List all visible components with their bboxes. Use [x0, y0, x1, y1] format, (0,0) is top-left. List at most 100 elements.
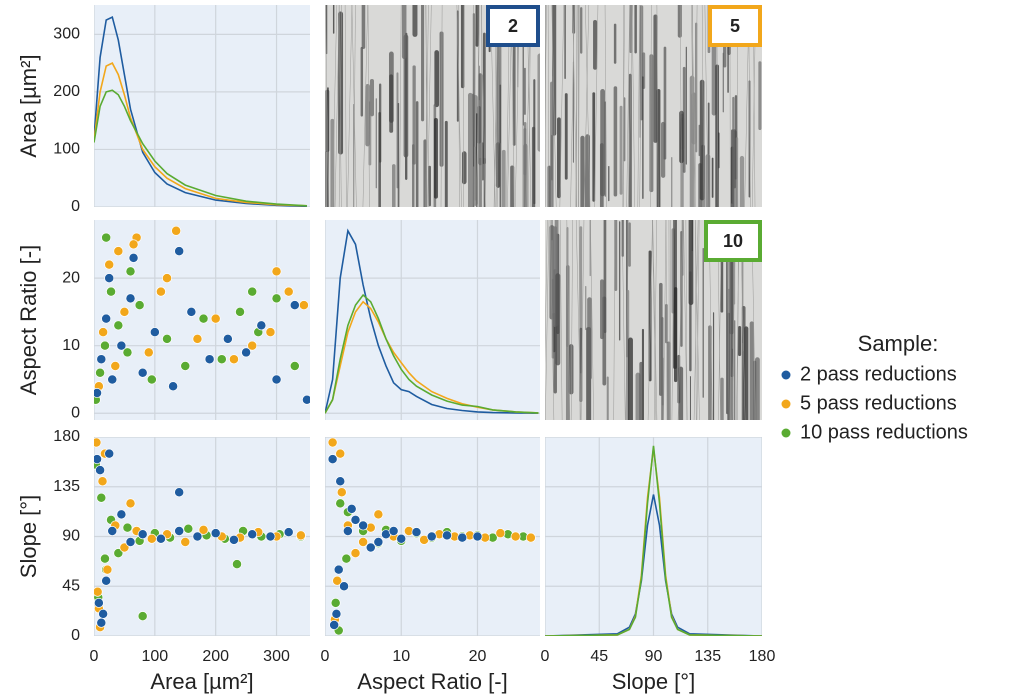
grain: [580, 220, 585, 420]
grain: [570, 5, 575, 207]
streak: [412, 5, 418, 37]
grain: [679, 5, 682, 207]
scatter-point: [128, 239, 139, 250]
grain: [665, 220, 668, 420]
grain: [685, 220, 688, 420]
streak: [642, 76, 644, 199]
scatter-point: [110, 360, 121, 371]
streak: [702, 248, 704, 398]
streak: [585, 285, 587, 331]
streak: [618, 221, 621, 341]
scatter-point: [332, 575, 343, 586]
kde-line: [94, 89, 308, 207]
streak: [523, 67, 526, 115]
scatter-point: [265, 327, 276, 338]
streak: [649, 54, 654, 193]
scatter-point: [457, 532, 468, 543]
scatter-point: [302, 394, 310, 405]
scatter-point: [271, 293, 282, 304]
scatter-point: [104, 259, 115, 270]
legend-marker: [781, 399, 791, 409]
scatter-point: [283, 286, 294, 297]
kde-line: [94, 15, 308, 207]
streak: [663, 46, 667, 160]
label-box: [486, 5, 540, 47]
scatter-point: [96, 354, 107, 365]
streak: [403, 34, 409, 158]
scatter-point: [232, 559, 242, 570]
streak: [679, 110, 684, 164]
grain: [559, 220, 563, 420]
streak: [564, 5, 566, 80]
grain: [590, 220, 594, 420]
scatter-point: [192, 531, 203, 542]
label-box: [708, 5, 762, 47]
streak: [428, 165, 431, 207]
scatter-point: [210, 313, 221, 324]
streak: [629, 5, 633, 54]
x-tick-label: 0: [90, 648, 99, 665]
grain: [625, 220, 629, 420]
streak: [732, 96, 735, 207]
streak: [389, 74, 394, 133]
scatter-point: [342, 526, 353, 536]
scatter-point: [235, 306, 245, 317]
streak: [711, 157, 714, 198]
scatter-point: [346, 503, 357, 514]
streak: [619, 105, 623, 195]
panel: [94, 220, 310, 420]
grain: [654, 220, 657, 420]
grain: [456, 5, 462, 207]
grain: [474, 5, 476, 207]
streak: [749, 321, 754, 420]
scatter-point: [125, 266, 136, 277]
streak: [444, 120, 448, 207]
grain: [637, 5, 640, 207]
streak: [564, 93, 568, 180]
panel: [325, 220, 540, 420]
grain: [334, 5, 340, 207]
streak: [685, 46, 687, 165]
x-tick-label: 135: [694, 648, 721, 665]
streak: [476, 113, 478, 207]
streak: [722, 52, 724, 113]
scatter-point: [98, 608, 109, 619]
scatter-point: [100, 340, 110, 351]
streak: [606, 376, 609, 420]
grain: [585, 5, 591, 207]
scatter-point: [331, 608, 342, 619]
scatter-point: [149, 327, 160, 338]
grain: [626, 5, 630, 207]
grain: [691, 5, 694, 207]
grain: [367, 5, 370, 207]
scatter-point: [186, 306, 197, 317]
scatter-point: [358, 537, 369, 547]
micrograph-texture: [545, 5, 762, 207]
scatter-point: [101, 313, 112, 324]
grain: [583, 5, 590, 207]
grain: [575, 5, 578, 207]
grain: [696, 220, 700, 420]
scatter-point: [168, 381, 179, 392]
grain: [458, 5, 460, 207]
y-axis-label: Area [µm²]: [16, 54, 41, 157]
streak: [600, 279, 605, 340]
streak: [689, 376, 691, 420]
scatter-point: [180, 537, 191, 547]
panel: [94, 437, 310, 636]
grain: [683, 220, 688, 420]
scatter-point: [106, 286, 116, 297]
streak: [708, 325, 712, 420]
scatter-point: [94, 437, 102, 448]
streak: [592, 92, 596, 202]
scatter-point: [241, 347, 252, 358]
x-axis-label: Area [µm²]: [150, 669, 253, 694]
grain: [338, 5, 342, 207]
legend-marker: [781, 370, 791, 380]
grain: [663, 220, 667, 420]
grain: [594, 5, 599, 207]
scatter-point: [341, 553, 352, 564]
grain: [351, 5, 357, 207]
grain: [362, 5, 368, 207]
